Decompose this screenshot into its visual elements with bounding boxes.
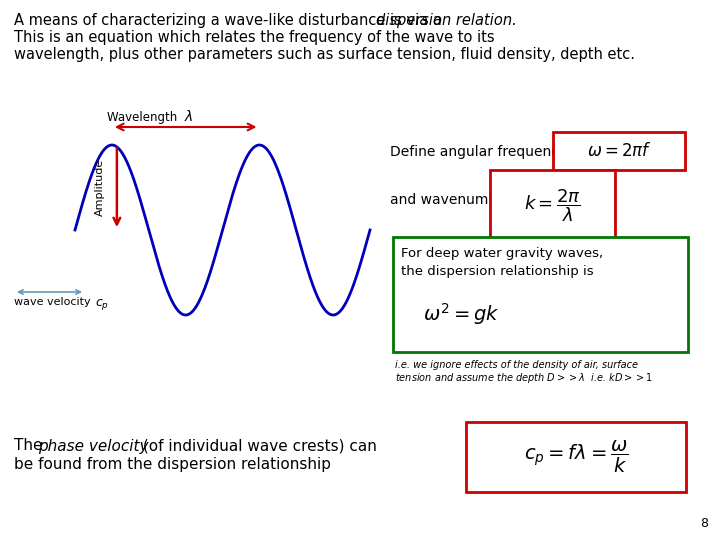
Text: 8: 8	[700, 517, 708, 530]
Text: the dispersion relationship is: the dispersion relationship is	[401, 265, 593, 278]
Text: and wavenumber: and wavenumber	[390, 193, 511, 207]
Text: Amplitude: Amplitude	[95, 159, 105, 216]
Bar	[393, 237, 688, 352]
Bar	[466, 422, 686, 492]
Text: For deep water gravity waves,: For deep water gravity waves,	[401, 247, 603, 260]
Text: $c_p$: $c_p$	[95, 297, 109, 312]
Text: dispersion relation.: dispersion relation.	[376, 13, 517, 28]
Text: (of individual wave crests) can: (of individual wave crests) can	[138, 438, 377, 454]
Text: be found from the dispersion relationship: be found from the dispersion relationshi…	[14, 456, 331, 471]
Text: Define angular frequency: Define angular frequency	[390, 145, 567, 159]
Text: wave velocity: wave velocity	[14, 297, 94, 307]
Text: phase velocity: phase velocity	[38, 438, 148, 454]
Text: The: The	[14, 438, 48, 454]
Text: $c_p = f\lambda = \dfrac{\omega}{k}$: $c_p = f\lambda = \dfrac{\omega}{k}$	[523, 439, 629, 475]
Text: A means of characterizing a wave-like disturbance is via a: A means of characterizing a wave-like di…	[14, 13, 446, 28]
Text: i.e. we ignore effects of the density of air, surface: i.e. we ignore effects of the density of…	[395, 360, 638, 370]
Text: This is an equation which relates the frequency of the wave to its: This is an equation which relates the fr…	[14, 30, 495, 45]
Text: $k = \dfrac{2\pi}{\lambda}$: $k = \dfrac{2\pi}{\lambda}$	[524, 188, 581, 224]
Text: $\omega = 2\pi f$: $\omega = 2\pi f$	[587, 142, 652, 160]
Text: Wavelength: Wavelength	[107, 111, 181, 124]
Text: tension and assume the depth $D >> \lambda$  i.e. $kD >> 1$: tension and assume the depth $D >> \lamb…	[395, 371, 653, 385]
Text: $\lambda$: $\lambda$	[184, 109, 193, 124]
Bar	[553, 132, 685, 170]
Text: $\omega^2 = gk$: $\omega^2 = gk$	[423, 301, 500, 327]
Text: wavelength, plus other parameters such as surface tension, fluid density, depth : wavelength, plus other parameters such a…	[14, 47, 635, 62]
Bar	[490, 170, 615, 242]
